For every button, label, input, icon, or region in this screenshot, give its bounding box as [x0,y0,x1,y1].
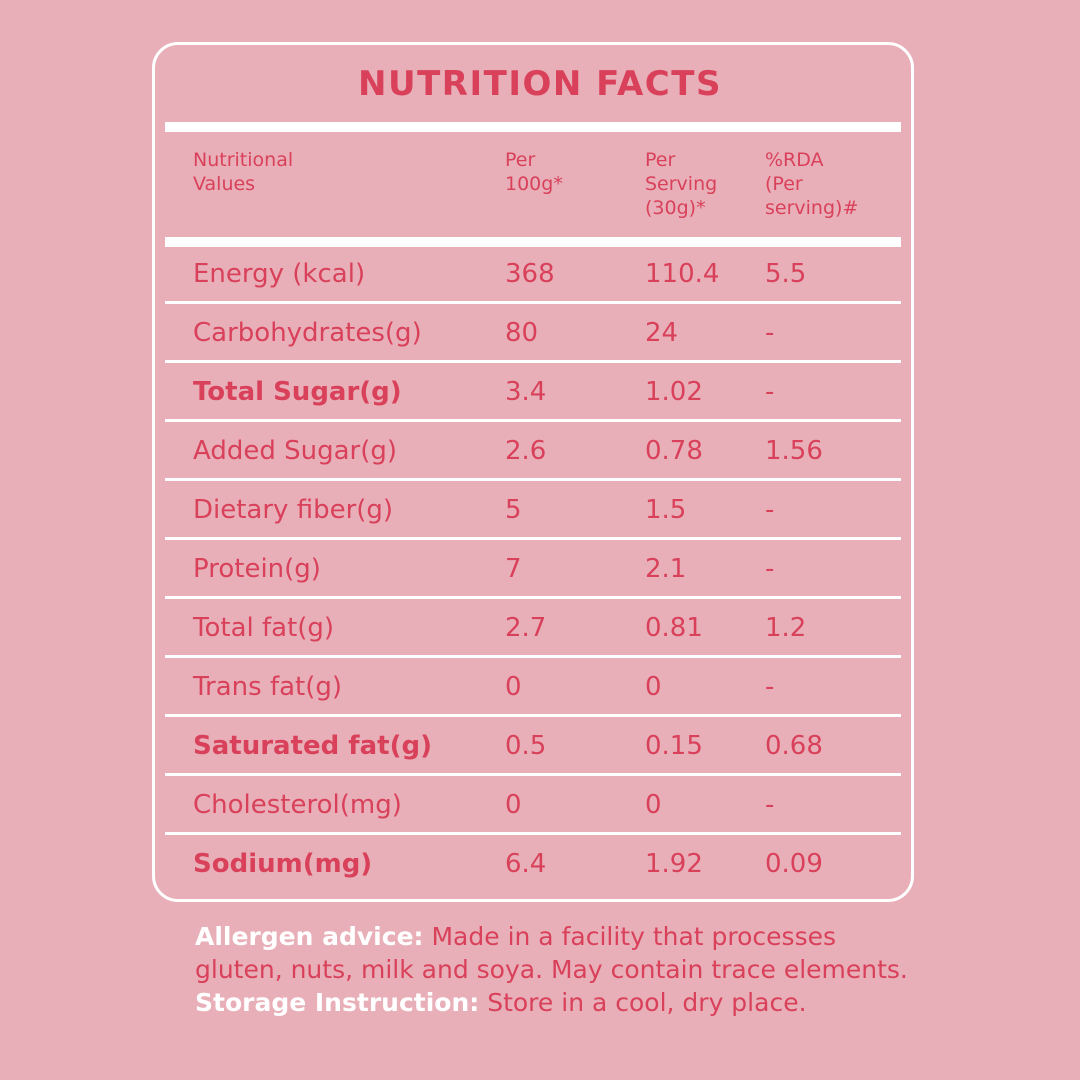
table-row: Total fat(g) 2.7 0.81 1.2 [165,599,901,658]
rda-value: 0.09 [765,849,823,879]
rda-value: 1.2 [765,613,807,643]
per-100g-value: 2.7 [505,613,547,643]
table-row: Cholesterol(mg) 0 0 - [165,776,901,835]
nutrient-name: Energy (kcal) [193,259,366,289]
row-divider [165,773,901,776]
nutrient-name: Sodium(mg) [193,849,373,879]
table-row: Added Sugar(g) 2.6 0.78 1.56 [165,422,901,481]
per-serving-value: 110.4 [645,259,720,289]
per-serving-value: 2.1 [645,554,687,584]
table-row: Energy (kcal) 368 110.4 5.5 [165,245,901,304]
nutrient-name: Total fat(g) [193,613,335,643]
row-divider [165,714,901,717]
per-serving-value: 0 [645,790,662,820]
rda-value: 0.68 [765,731,823,761]
page-title: NUTRITION FACTS [358,64,722,104]
per-100g-value: 0 [505,672,522,702]
rda-value: - [765,377,775,407]
nutrient-name: Trans fat(g) [193,672,343,702]
rda-value: - [765,495,775,525]
row-divider [165,478,901,481]
nutrient-name: Cholesterol(mg) [193,790,402,820]
storage-instruction: Storage Instruction: Store in a cool, dr… [195,986,915,1019]
nutrient-name: Added Sugar(g) [193,436,398,466]
nutrient-name: Saturated fat(g) [193,731,432,761]
rda-value: - [765,318,775,348]
per-serving-value: 1.92 [645,849,703,879]
table-row: Sodium(mg) 6.4 1.92 0.09 [165,835,901,894]
header-nutritional-values: Nutritional Values [193,149,294,195]
table-row: Total Sugar(g) 3.4 1.02 - [165,363,901,422]
per-100g-value: 3.4 [505,377,547,407]
allergen-label: Allergen advice: [195,922,424,951]
nutrient-name: Dietary fiber(g) [193,495,394,525]
per-100g-value: 0.5 [505,731,547,761]
rda-value: - [765,554,775,584]
per-serving-value: 0.15 [645,731,703,761]
per-100g-value: 0 [505,790,522,820]
per-serving-value: 0.81 [645,613,703,643]
table-row: Dietary fiber(g) 5 1.5 - [165,481,901,540]
row-divider [165,419,901,422]
allergen-advice: Allergen advice: Made in a facility that… [195,920,915,986]
per-serving-value: 1.5 [645,495,687,525]
table-row: Carbohydrates(g) 80 24 - [165,304,901,363]
per-serving-value: 24 [645,318,679,348]
nutrient-name: Carbohydrates(g) [193,318,422,348]
row-divider [165,596,901,599]
allergen-text: Made in a facility that processes gluten… [195,922,908,984]
rda-value: 5.5 [765,259,807,289]
row-divider [165,537,901,540]
per-serving-value: 0 [645,672,662,702]
nutrition-card [152,42,914,902]
rda-value: - [765,790,775,820]
per-100g-value: 368 [505,259,555,289]
header-rda: %RDA (Per serving)# [765,149,859,219]
row-divider [165,301,901,304]
table-row: Saturated fat(g) 0.5 0.15 0.68 [165,717,901,776]
header-per-serving: Per Serving (30g)* [645,149,718,219]
row-divider [165,655,901,658]
per-100g-value: 5 [505,495,522,525]
row-divider [165,832,901,835]
per-100g-value: 6.4 [505,849,547,879]
table-row: Protein(g) 7 2.1 - [165,540,901,599]
per-100g-value: 80 [505,318,539,348]
storage-label: Storage Instruction: [195,988,480,1017]
per-serving-value: 0.78 [645,436,703,466]
table-row: Trans fat(g) 0 0 - [165,658,901,717]
row-divider [165,360,901,363]
notes: Allergen advice: Made in a facility that… [195,920,915,1019]
header-per-100g: Per 100g* [505,149,563,195]
per-100g-value: 2.6 [505,436,547,466]
per-100g-value: 7 [505,554,522,584]
rda-value: 1.56 [765,436,823,466]
storage-text: Store in a cool, dry place. [487,988,807,1017]
table-divider [165,237,901,247]
nutrient-name: Protein(g) [193,554,321,584]
nutrient-name: Total Sugar(g) [193,377,402,407]
per-serving-value: 1.02 [645,377,703,407]
rda-value: - [765,672,775,702]
header-divider [165,122,901,132]
